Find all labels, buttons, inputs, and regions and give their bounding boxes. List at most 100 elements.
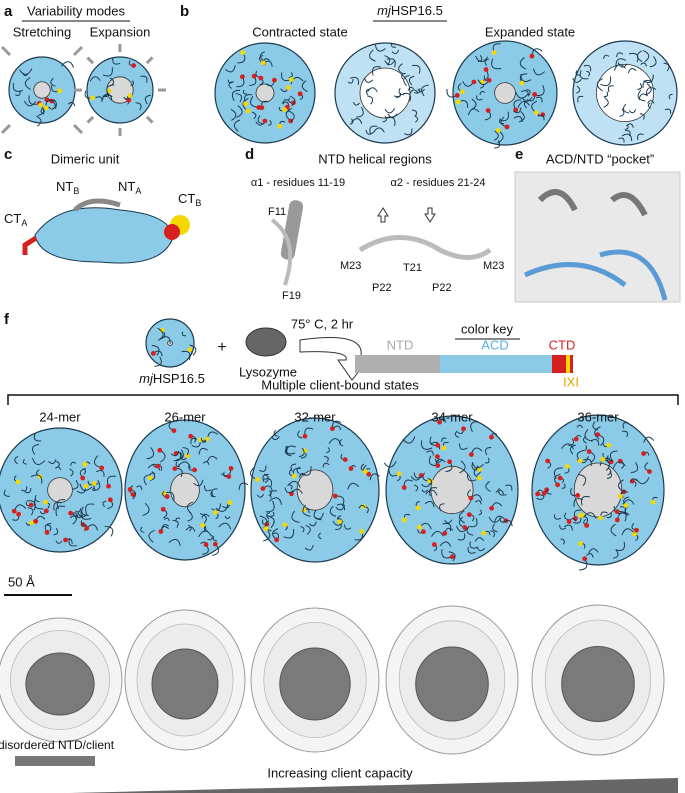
terminus [647, 469, 652, 474]
terminus [57, 88, 63, 94]
strand [198, 447, 208, 455]
strand [639, 113, 645, 120]
t: CT [178, 191, 195, 206]
strand [369, 49, 376, 62]
strand [225, 65, 236, 73]
strand [176, 449, 184, 461]
strand [333, 425, 342, 431]
terminus [435, 463, 441, 468]
strand [36, 115, 42, 127]
strand [210, 491, 216, 498]
strand [518, 111, 525, 123]
terminus [184, 453, 190, 459]
strand [582, 436, 587, 444]
terminus [455, 99, 461, 105]
strand [596, 78, 603, 92]
strand [242, 89, 248, 95]
strand [492, 523, 498, 533]
arrow [145, 56, 154, 65]
strand [154, 356, 162, 367]
strand [258, 465, 267, 472]
strand [144, 94, 151, 105]
strand [53, 527, 59, 536]
name: HSP16.5 [153, 371, 205, 386]
ct-b [164, 224, 180, 240]
strand [407, 86, 414, 91]
strand [594, 426, 601, 440]
strand [344, 524, 352, 530]
client-density [561, 646, 635, 722]
strand [112, 57, 121, 65]
strand [285, 445, 296, 455]
strand [590, 439, 600, 446]
terminus [634, 527, 639, 533]
strand [272, 532, 279, 539]
terminus [91, 481, 97, 486]
strand [81, 506, 89, 516]
protein-name: mjHSP16.5 [139, 371, 205, 386]
terminus [260, 60, 266, 66]
panel-label: e [515, 146, 523, 163]
key-segment [566, 355, 570, 373]
strand [386, 58, 396, 68]
strand [187, 524, 192, 532]
strand [560, 538, 565, 545]
terminus [251, 73, 257, 79]
terminus [489, 434, 494, 440]
strand [409, 89, 419, 94]
terminus [260, 486, 266, 491]
terminus [227, 500, 233, 505]
panel-title: Variability modes [27, 3, 126, 18]
backbone [523, 249, 668, 301]
terminus [263, 526, 269, 532]
terminus [564, 463, 570, 469]
s: B [195, 198, 201, 208]
strand [3, 489, 10, 497]
strand [263, 478, 273, 487]
strand [172, 519, 179, 528]
strand [140, 526, 145, 533]
dimer [34, 207, 173, 264]
strand [582, 458, 592, 466]
pocket-box [514, 171, 681, 303]
terminus [277, 123, 283, 129]
terminus [29, 520, 35, 526]
strand [163, 517, 170, 522]
strand [24, 487, 32, 494]
strand [637, 133, 644, 141]
strand [22, 459, 27, 465]
strand [218, 522, 232, 530]
strand [143, 474, 151, 486]
density-swatch [15, 756, 95, 766]
terminus [402, 517, 407, 523]
strand [384, 108, 395, 114]
terminus [155, 463, 161, 469]
strand [579, 70, 589, 80]
terminus [396, 471, 402, 477]
strand [517, 101, 530, 108]
strand [484, 58, 489, 66]
terminus [359, 529, 365, 534]
strand [198, 530, 212, 538]
strand [583, 64, 592, 72]
strand [215, 503, 229, 512]
strand [200, 437, 207, 442]
strand [553, 514, 562, 520]
strand [459, 460, 466, 474]
terminus [38, 102, 44, 108]
terminus [586, 449, 592, 454]
terminus [99, 465, 105, 471]
key-segment [552, 355, 566, 373]
arrow [86, 56, 95, 65]
strand [569, 444, 576, 455]
terminus [259, 105, 265, 111]
terminus [43, 508, 49, 514]
strand [635, 477, 650, 485]
ct-a [22, 235, 38, 255]
key-segment [355, 355, 440, 373]
strand [466, 525, 474, 536]
strand [80, 520, 88, 527]
s: A [135, 186, 141, 196]
terminus [614, 509, 620, 515]
terminus [158, 529, 164, 534]
